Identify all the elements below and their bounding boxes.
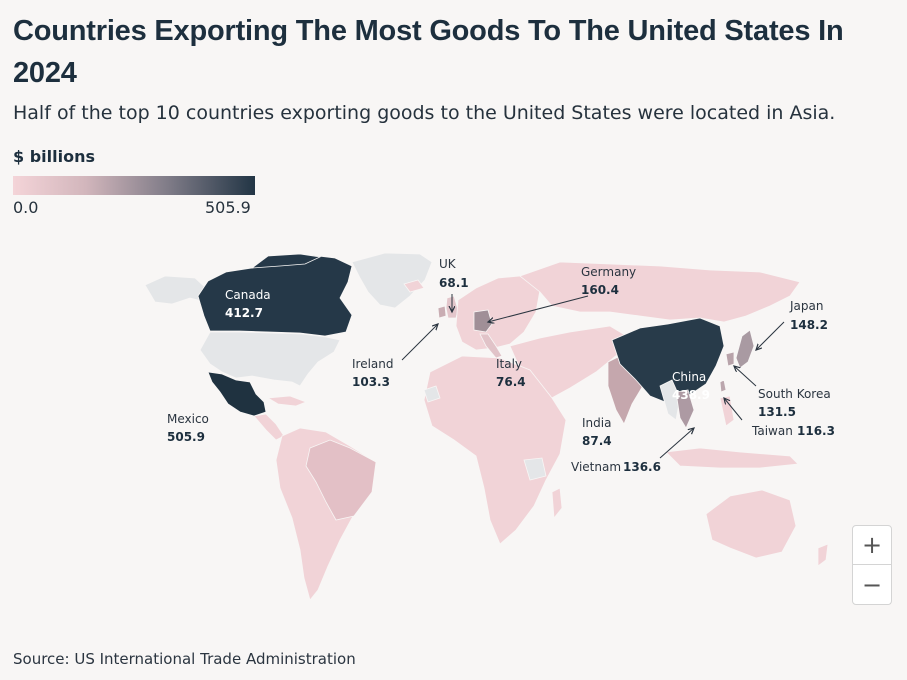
label-canada-name: Canada — [225, 288, 271, 302]
country-alaska[interactable] — [144, 275, 209, 305]
country-philippines[interactable] — [719, 395, 735, 427]
label-china-name: China — [672, 370, 706, 384]
label-vietnam-value: 136.6 — [623, 460, 661, 474]
label-canada-value: 412.7 — [225, 306, 263, 320]
country-central-america[interactable] — [253, 413, 285, 441]
country-canada-islands[interactable] — [250, 253, 322, 269]
country-iceland[interactable] — [403, 279, 425, 293]
country-ireland[interactable] — [437, 305, 447, 319]
arrow-south-korea — [734, 366, 757, 387]
country-italy[interactable] — [479, 333, 503, 359]
legend-title: $ billions — [13, 147, 95, 166]
country-vietnam[interactable] — [675, 389, 695, 429]
legend-max-label: 505.9 — [205, 198, 251, 217]
country-taiwan[interactable] — [719, 379, 727, 393]
label-mexico-value: 505.9 — [167, 430, 205, 444]
country-brazil[interactable] — [305, 439, 377, 521]
legend-color-scale — [13, 176, 255, 195]
label-india-name: India — [582, 416, 611, 430]
label-italy-name: Italy — [496, 357, 522, 371]
label-vietnam-name: Vietnam — [571, 460, 621, 474]
label-taiwan-value: 116.3 — [797, 424, 835, 438]
label-south-korea-value: 131.5 — [758, 405, 796, 419]
country-southeast-asia[interactable] — [659, 379, 681, 421]
source-note: Source: US International Trade Administr… — [13, 650, 356, 668]
country-caribbean[interactable] — [266, 395, 308, 407]
country-japan[interactable] — [735, 329, 755, 369]
country-united-states[interactable] — [199, 331, 341, 387]
label-mexico-name: Mexico — [167, 412, 209, 426]
country-canada[interactable] — [197, 254, 353, 337]
zoom-in-button[interactable]: + — [852, 525, 892, 565]
arrow-ireland — [401, 324, 438, 361]
arrow-vietnam — [659, 428, 694, 459]
country-mexico[interactable] — [207, 371, 267, 417]
country-new-zealand[interactable] — [817, 543, 829, 567]
country-europe[interactable] — [455, 275, 541, 351]
label-germany-value: 160.4 — [581, 283, 619, 297]
label-ireland-name: Ireland — [352, 357, 394, 371]
arrow-japan — [756, 321, 785, 350]
label-ireland-value: 103.3 — [352, 375, 390, 389]
label-japan-name: Japan — [789, 299, 823, 313]
country-madagascar[interactable] — [551, 487, 563, 520]
arrow-taiwan — [724, 398, 743, 421]
page-title: Countries Exporting The Most Goods To Th… — [13, 15, 844, 89]
country-indonesia[interactable] — [665, 447, 799, 469]
country-australia[interactable] — [705, 489, 797, 559]
country-africa[interactable] — [423, 355, 567, 545]
label-south-korea-name: South Korea — [758, 387, 831, 401]
label-germany-name: Germany — [581, 265, 636, 279]
label-taiwan-name: Taiwan — [751, 424, 793, 438]
label-italy-value: 76.4 — [496, 375, 526, 389]
country-russia[interactable] — [519, 261, 801, 323]
country-china[interactable] — [611, 317, 725, 405]
label-uk-value: 68.1 — [439, 276, 469, 290]
legend-min-label: 0.0 — [13, 198, 39, 217]
label-japan-value: 148.2 — [790, 318, 828, 332]
country-south-sudan[interactable] — [523, 457, 547, 481]
label-china-value: 438.9 — [672, 388, 710, 402]
label-india-value: 87.4 — [582, 434, 612, 448]
label-uk-name: UK — [439, 257, 457, 271]
country-greenland[interactable] — [351, 252, 433, 309]
country-western-sahara[interactable] — [423, 385, 441, 403]
country-germany[interactable] — [473, 309, 493, 333]
page-subtitle: Half of the top 10 countries exporting g… — [13, 102, 836, 124]
zoom-out-button[interactable]: − — [852, 565, 892, 605]
country-south-korea[interactable] — [725, 351, 735, 367]
arrow-germany — [488, 295, 589, 322]
